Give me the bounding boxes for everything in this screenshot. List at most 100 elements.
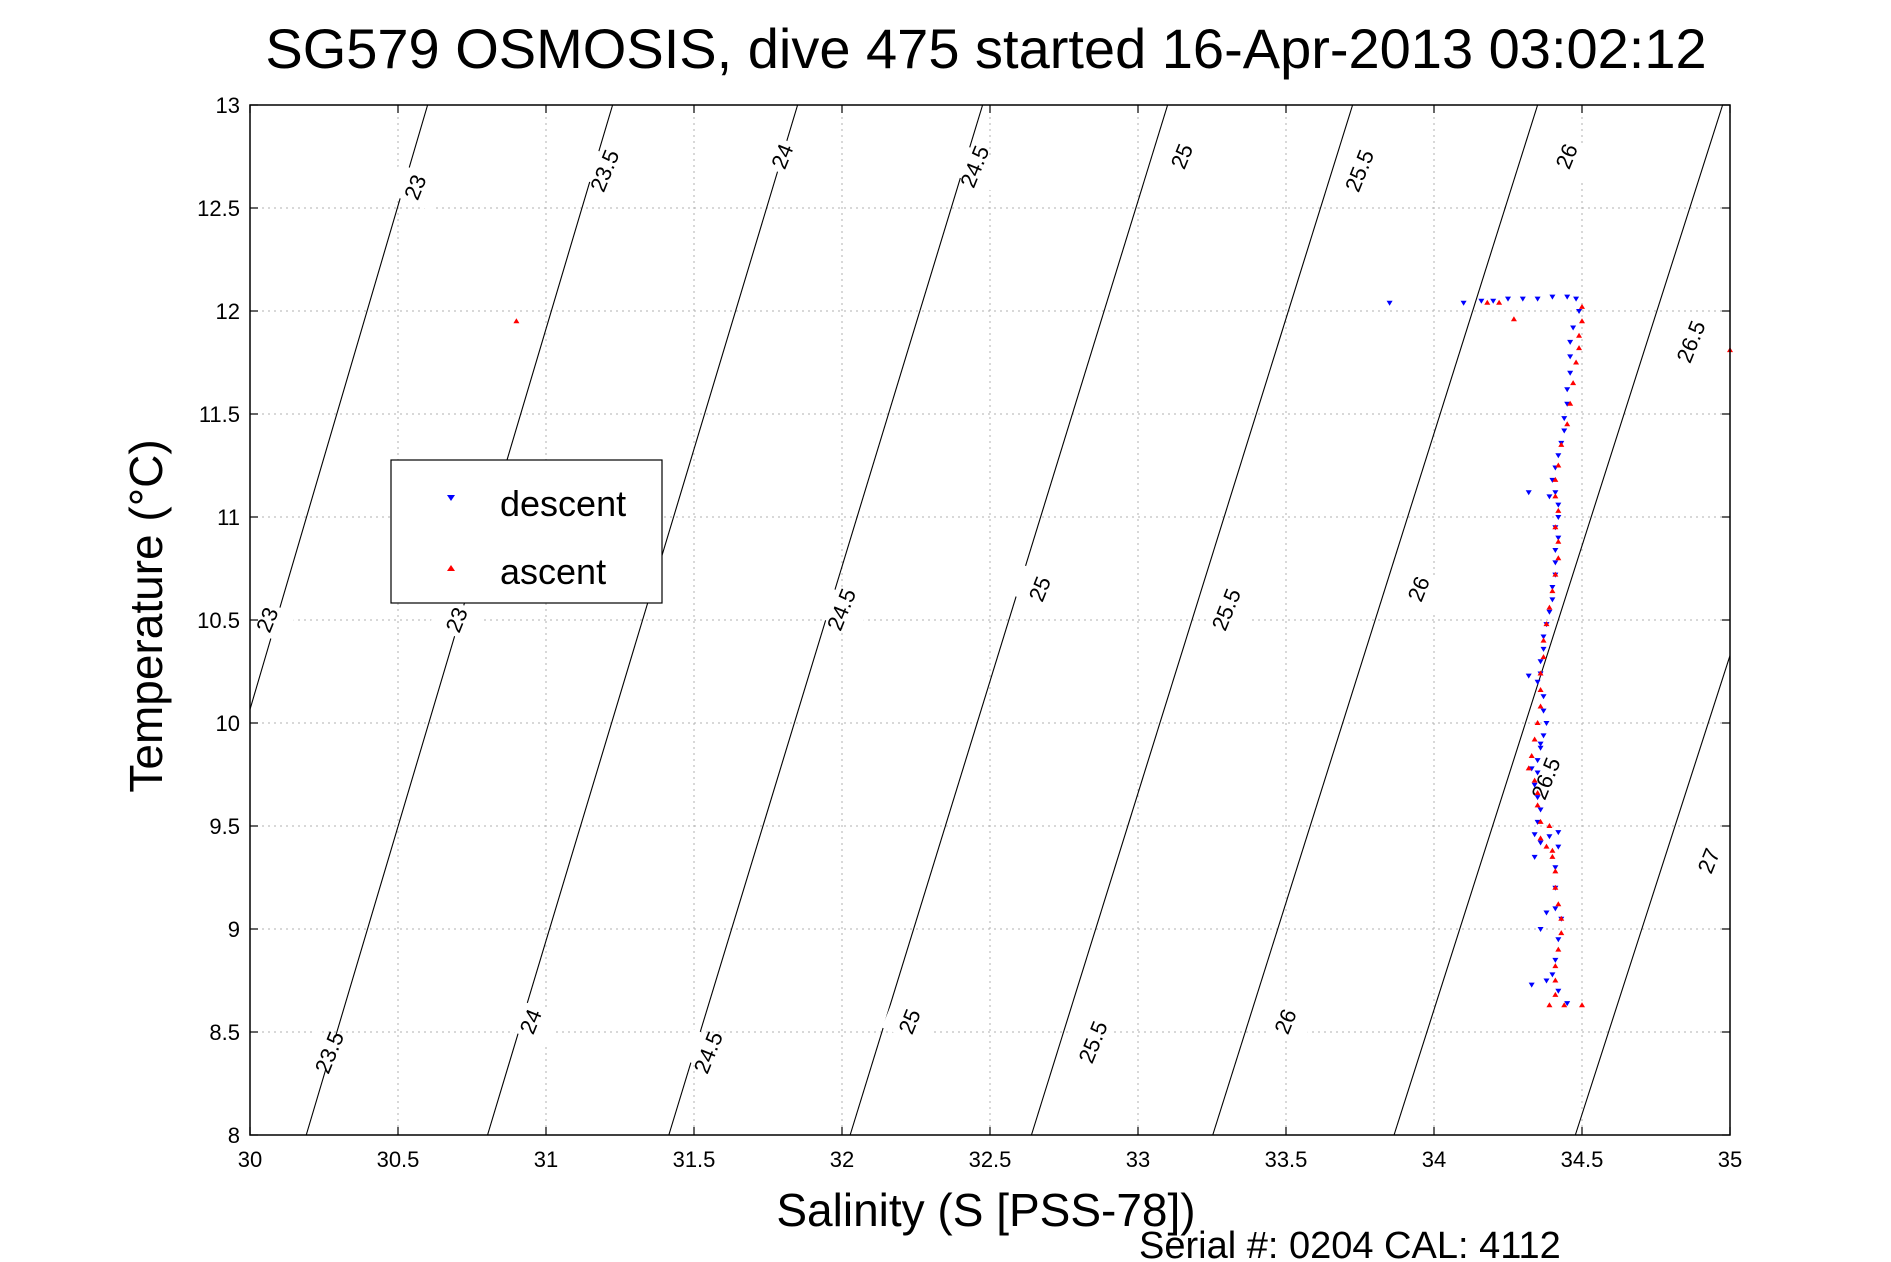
ascent-point bbox=[1546, 604, 1553, 610]
descent-point bbox=[1555, 535, 1562, 541]
y-axis-label: Temperature (°C) bbox=[120, 439, 172, 792]
descent-point bbox=[1564, 294, 1571, 300]
ascent-point bbox=[1555, 555, 1562, 561]
descent-point bbox=[1534, 770, 1541, 776]
ascent-point bbox=[1555, 507, 1562, 513]
y-tick-label: 12.5 bbox=[197, 196, 240, 221]
ascent-point bbox=[1484, 299, 1491, 305]
serial-cal-footer: Serial #: 0204 CAL: 4112 bbox=[1139, 1225, 1561, 1262]
contour-label-bg bbox=[1331, 147, 1389, 195]
legend-descent-label: descent bbox=[500, 483, 626, 524]
isopycnal-25.5 bbox=[1030, 104, 1354, 1136]
x-tick-label: 33 bbox=[1126, 1147, 1150, 1172]
descent-point bbox=[1552, 560, 1559, 566]
descent-point bbox=[1534, 758, 1541, 764]
ascent-point bbox=[1510, 316, 1517, 322]
contour-label-bg bbox=[387, 163, 445, 212]
ascent-point bbox=[1540, 637, 1547, 643]
descent-point bbox=[1525, 673, 1532, 679]
ascent-point bbox=[1552, 493, 1559, 499]
ascent-point bbox=[1558, 915, 1565, 921]
ascent-point bbox=[1555, 946, 1562, 952]
descent-point bbox=[1546, 834, 1553, 840]
ascent-point bbox=[1552, 868, 1559, 874]
ascent-point bbox=[1540, 654, 1547, 660]
ascent-point bbox=[1579, 318, 1585, 324]
descent-point bbox=[1552, 490, 1559, 496]
contour-label-bg bbox=[1663, 318, 1720, 366]
y-tick-label: 8.5 bbox=[209, 1020, 240, 1045]
ascent-point bbox=[1579, 1002, 1585, 1008]
descent-point bbox=[1531, 832, 1538, 838]
ascent-point bbox=[1549, 847, 1556, 853]
ascent-point bbox=[1570, 380, 1577, 386]
descent-point bbox=[1534, 819, 1541, 825]
descent-point bbox=[1564, 401, 1571, 407]
descent-point bbox=[1519, 296, 1526, 302]
descent-point bbox=[1555, 937, 1562, 943]
contour-label-bg bbox=[576, 147, 634, 195]
ascent-point bbox=[1552, 884, 1559, 890]
y-tick-label: 10.5 bbox=[197, 608, 240, 633]
ascent-point bbox=[1558, 930, 1565, 936]
contour-label-bg bbox=[680, 1028, 738, 1077]
ascent-point bbox=[1567, 400, 1574, 406]
descent-point bbox=[1540, 634, 1547, 640]
descent-point bbox=[1555, 988, 1562, 994]
descent-point bbox=[1460, 300, 1467, 306]
ascent-point bbox=[1564, 421, 1571, 427]
descent-point bbox=[1555, 830, 1562, 836]
descent-point bbox=[1543, 910, 1550, 916]
descent-point bbox=[1540, 733, 1547, 739]
ascent-point bbox=[1558, 441, 1565, 447]
x-tick-label: 30 bbox=[238, 1147, 262, 1172]
descent-point bbox=[1386, 300, 1393, 306]
ascent-point bbox=[513, 318, 520, 324]
descent-point bbox=[1543, 721, 1550, 726]
contour-label-bg bbox=[754, 132, 812, 181]
descent-point bbox=[1555, 502, 1562, 508]
descent-point bbox=[1540, 646, 1547, 652]
ascent-point bbox=[1576, 332, 1583, 338]
contour-label-bg bbox=[1154, 132, 1211, 181]
ascent-point bbox=[1555, 901, 1562, 907]
contour-label-bg bbox=[813, 585, 871, 634]
descent-point bbox=[1570, 325, 1577, 331]
y-tick-label: 10 bbox=[216, 711, 240, 736]
descent-point bbox=[1537, 840, 1544, 846]
legend: descent ascent bbox=[390, 459, 663, 604]
descent-point bbox=[1549, 477, 1556, 483]
ascent-point bbox=[1537, 835, 1544, 841]
contour-label-bg bbox=[502, 997, 560, 1046]
x-tick-label: 33.5 bbox=[1265, 1147, 1308, 1172]
series-descent bbox=[1386, 294, 1583, 1007]
contour-label-bg bbox=[239, 596, 297, 644]
contour-label-bg bbox=[946, 142, 1004, 191]
ascent-point bbox=[1549, 853, 1556, 859]
descent-point bbox=[1555, 844, 1562, 850]
descent-point bbox=[1549, 597, 1556, 603]
isopycnal-26 bbox=[1212, 104, 1539, 1136]
ascent-point bbox=[1537, 670, 1544, 676]
ascent-point bbox=[1534, 720, 1541, 725]
legend-ascent-label: ascent bbox=[500, 551, 606, 592]
ascent-point bbox=[1543, 621, 1550, 627]
ascent-point bbox=[1531, 736, 1538, 742]
descent-point bbox=[1552, 547, 1559, 553]
descent-point bbox=[1543, 978, 1550, 984]
ascent-point bbox=[1543, 843, 1550, 849]
x-tick-label: 30.5 bbox=[377, 1147, 420, 1172]
contour-label-bg bbox=[881, 997, 939, 1046]
x-tick-label: 31.5 bbox=[673, 1147, 716, 1172]
descent-point bbox=[1490, 298, 1497, 304]
contour-label-bg bbox=[1065, 1018, 1122, 1067]
ascent-point bbox=[1496, 299, 1503, 305]
x-axis-label: Salinity (S [PSS-78]) bbox=[776, 1184, 1195, 1236]
descent-point bbox=[1567, 370, 1574, 376]
ascent-point bbox=[1552, 524, 1559, 530]
ascent-point bbox=[1534, 790, 1541, 796]
descent-point bbox=[1537, 741, 1544, 747]
ascent-point bbox=[1546, 823, 1553, 828]
